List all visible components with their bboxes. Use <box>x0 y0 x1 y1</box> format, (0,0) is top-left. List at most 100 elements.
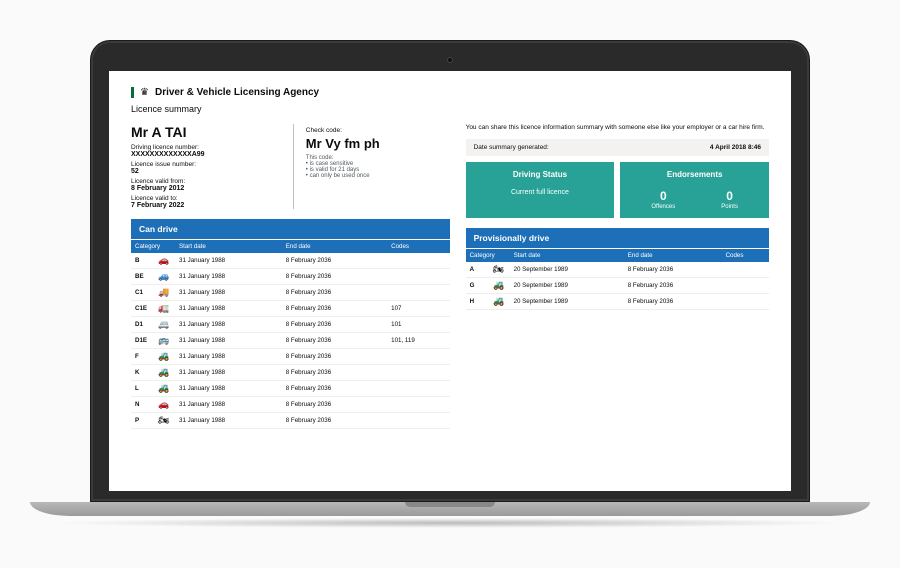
issue-number-label: Licence issue number: <box>131 161 275 168</box>
screen: ♛ Driver & Vehicle Licensing Agency Lice… <box>109 71 791 491</box>
table-row: B🚗31 January 19888 February 2036 <box>131 253 450 269</box>
offences-label: Offences <box>651 204 675 210</box>
cell-codes: 101, 119 <box>387 333 449 349</box>
cell-codes <box>387 413 449 429</box>
cell-start: 31 January 1988 <box>175 301 282 317</box>
cell-end: 8 February 2036 <box>282 349 387 365</box>
cell-category: G <box>466 278 488 294</box>
left-column: Mr A TAI Driving licence number: XXXXXXX… <box>131 124 450 437</box>
issue-number: 52 <box>131 168 275 175</box>
col-start-p: Start date <box>510 249 624 263</box>
table-row: D1E🚌31 January 19888 February 2036101, 1… <box>131 333 450 349</box>
crown-icon: ♛ <box>140 88 149 98</box>
cell-category: BE <box>131 269 153 285</box>
table-row: H🚜20 September 19898 February 2036 <box>466 294 769 310</box>
cell-end: 8 February 2036 <box>282 269 387 285</box>
table-row: N🚗31 January 19888 February 2036 <box>131 397 450 413</box>
cell-category: H <box>466 294 488 310</box>
vehicle-icon: 🚛 <box>153 301 175 317</box>
prov-drive-heading: Provisionally drive <box>466 228 769 248</box>
laptop-shadow <box>50 518 850 528</box>
table-row: BE🚙31 January 19888 February 2036 <box>131 269 450 285</box>
offences-count: 0 <box>651 189 675 203</box>
vehicle-icon: 🏍 <box>488 262 510 278</box>
check-code: Mr Vy fm ph <box>306 136 450 151</box>
can-drive-body: B🚗31 January 19888 February 2036BE🚙31 Ja… <box>131 253 450 429</box>
cell-category: B <box>131 253 153 269</box>
col-category: Category <box>131 240 175 254</box>
cell-category: D1E <box>131 333 153 349</box>
col-codes-p: Codes <box>722 249 769 263</box>
cell-category: F <box>131 349 153 365</box>
summary-top: Mr A TAI Driving licence number: XXXXXXX… <box>131 124 450 209</box>
table-row: C1E🚛31 January 19888 February 2036107 <box>131 301 450 317</box>
cell-codes <box>722 294 769 310</box>
vehicle-icon: 🚜 <box>153 365 175 381</box>
col-start: Start date <box>175 240 282 254</box>
cell-category: C1 <box>131 285 153 301</box>
cell-end: 8 February 2036 <box>282 253 387 269</box>
vehicle-icon: 🚗 <box>153 397 175 413</box>
cell-codes <box>387 349 449 365</box>
cell-start: 20 September 1989 <box>510 278 624 294</box>
vehicle-icon: 🏍 <box>153 413 175 429</box>
cell-start: 31 January 1988 <box>175 349 282 365</box>
cell-start: 20 September 1989 <box>510 262 624 278</box>
licence-number: XXXXXXXXXXXXXA99 <box>131 151 275 158</box>
valid-from: 8 February 2012 <box>131 185 275 192</box>
cell-codes <box>387 253 449 269</box>
cell-start: 31 January 1988 <box>175 381 282 397</box>
cell-end: 8 February 2036 <box>282 333 387 349</box>
cell-category: C1E <box>131 301 153 317</box>
table-row: L🚜31 January 19888 February 2036 <box>131 381 450 397</box>
cell-codes <box>722 262 769 278</box>
cell-end: 8 February 2036 <box>282 317 387 333</box>
points-count: 0 <box>721 189 738 203</box>
can-drive-section: Can drive Category Start date End date C… <box>131 219 450 429</box>
cell-start: 31 January 1988 <box>175 365 282 381</box>
prov-drive-body: A🏍20 September 19898 February 2036G🚜20 S… <box>466 262 769 310</box>
agency-title: Driver & Vehicle Licensing Agency <box>155 87 319 98</box>
cell-codes <box>387 285 449 301</box>
table-row: F🚜31 January 19888 February 2036 <box>131 349 450 365</box>
cell-end: 8 February 2036 <box>282 285 387 301</box>
cell-start: 31 January 1988 <box>175 397 282 413</box>
table-row: A🏍20 September 19898 February 2036 <box>466 262 769 278</box>
driving-status-title: Driving Status <box>474 170 607 179</box>
cell-end: 8 February 2036 <box>282 381 387 397</box>
cell-start: 31 January 1988 <box>175 317 282 333</box>
cell-codes <box>722 278 769 294</box>
cell-category: L <box>131 381 153 397</box>
cell-start: 20 September 1989 <box>510 294 624 310</box>
cell-start: 31 January 1988 <box>175 269 282 285</box>
valid-from-label: Licence valid from: <box>131 178 275 185</box>
main-columns: Mr A TAI Driving licence number: XXXXXXX… <box>131 124 769 437</box>
cell-category: A <box>466 262 488 278</box>
right-column: You can share this licence information s… <box>466 124 769 437</box>
cell-start: 31 January 1988 <box>175 253 282 269</box>
col-end: End date <box>282 240 387 254</box>
generated-label: Date summary generated: <box>474 144 549 151</box>
vehicle-icon: 🚐 <box>153 317 175 333</box>
cell-end: 8 February 2036 <box>624 294 722 310</box>
vehicle-icon: 🚚 <box>153 285 175 301</box>
can-drive-heading: Can drive <box>131 219 450 239</box>
table-row: C1🚚31 January 19888 February 2036 <box>131 285 450 301</box>
points-block: 0 Points <box>721 189 738 210</box>
cell-codes <box>387 269 449 285</box>
valid-to-label: Licence valid to: <box>131 195 275 202</box>
vehicle-icon: 🚜 <box>488 278 510 294</box>
table-row: D1🚐31 January 19888 February 2036101 <box>131 317 450 333</box>
points-label: Points <box>721 204 738 210</box>
person-details: Mr A TAI Driving licence number: XXXXXXX… <box>131 124 275 209</box>
driving-status-card: Driving Status Current full licence <box>466 162 615 218</box>
laptop-bezel: ♛ Driver & Vehicle Licensing Agency Lice… <box>90 40 810 502</box>
cell-category: N <box>131 397 153 413</box>
person-name: Mr A TAI <box>131 124 275 140</box>
cell-codes <box>387 397 449 413</box>
endorsements-title: Endorsements <box>628 170 761 179</box>
col-end-p: End date <box>624 249 722 263</box>
cell-end: 8 February 2036 <box>624 278 722 294</box>
cell-codes: 107 <box>387 301 449 317</box>
licence-number-label: Driving licence number: <box>131 144 275 151</box>
